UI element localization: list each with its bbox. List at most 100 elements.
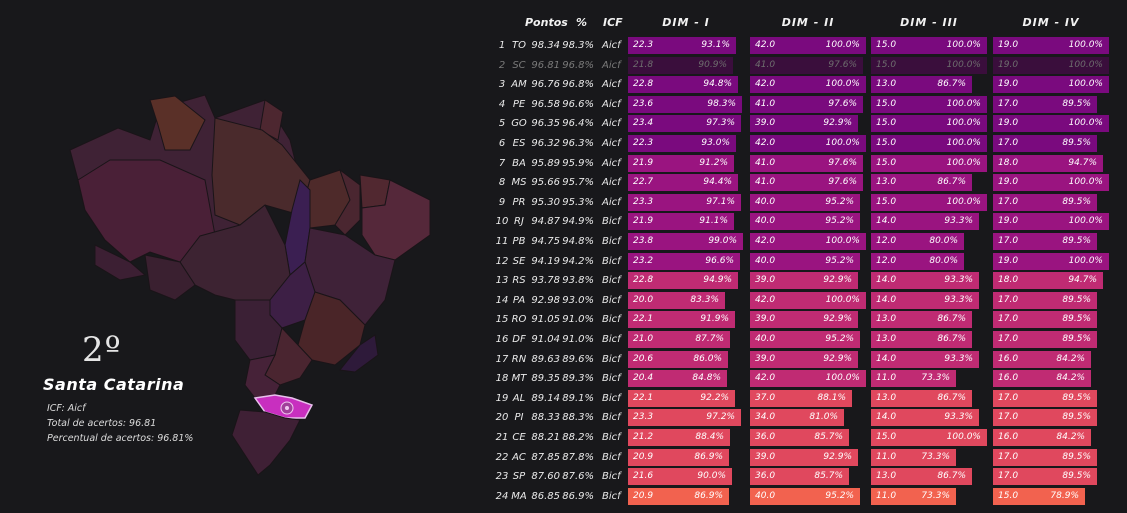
dim-bar-3[interactable]: 15.0 100.0% xyxy=(871,429,987,446)
dim-bar-3[interactable]: 13.0 86.7% xyxy=(871,468,972,486)
dim-bar-2[interactable]: 42.0 100.0% xyxy=(750,291,866,309)
dim-bar-2[interactable]: 42.0 100.0% xyxy=(750,233,866,250)
state-ro[interactable] xyxy=(144,254,196,301)
dim-bar-2[interactable]: 42.0 100.0% xyxy=(750,37,866,54)
dim-bar-4[interactable]: 17.0 89.5% xyxy=(993,468,1097,486)
dim-bar-3[interactable]: 13.0 86.7% xyxy=(871,311,972,329)
dim-bar-4[interactable]: 19.0 100.0% xyxy=(993,115,1109,133)
dim-bar-2[interactable]: 39.0 92.9% xyxy=(750,311,858,329)
dim-bar-2[interactable]: 40.0 95.2% xyxy=(750,487,860,505)
dim-bar-3[interactable]: 15.0 100.0% xyxy=(871,154,987,172)
dim-bar-4[interactable]: 19.0 100.0% xyxy=(993,37,1109,54)
dim-bar-1[interactable]: 20.9 86.9% xyxy=(628,448,729,466)
table-row[interactable]: 11 PB 94.75 94.8% Bicf 23.8 99.0% 42.0 100.0% 12.… xyxy=(490,232,1127,251)
dim-bar-4[interactable]: 19.0 100.0% xyxy=(993,174,1109,192)
dim-bar-2[interactable]: 41.0 97.6% xyxy=(750,154,863,172)
dim-bar-2[interactable]: 39.0 92.9% xyxy=(750,115,858,133)
dim-bar-4[interactable]: 19.0 100.0% xyxy=(993,56,1109,74)
dim-bar-1[interactable]: 23.2 96.6% xyxy=(628,252,740,270)
dim-bar-1[interactable]: 21.9 91.1% xyxy=(628,213,734,231)
table-row[interactable]: 15 RO 91.05 91.0% Bicf 22.1 91.9% 39.0 92.9% 13.0… xyxy=(490,310,1127,329)
table-row[interactable]: 18 MT 89.35 89.3% Bicf 20.4 84.8% 42.0 100.0% 11.… xyxy=(490,369,1127,388)
dim-bar-4[interactable]: 19.0 100.0% xyxy=(993,252,1109,270)
dim-bar-1[interactable]: 22.8 94.9% xyxy=(628,272,738,290)
dim-bar-1[interactable]: 21.0 87.7% xyxy=(628,331,730,348)
dim-bar-1[interactable]: 22.1 91.9% xyxy=(628,311,735,329)
dim-bar-2[interactable]: 42.0 100.0% xyxy=(750,76,866,94)
dim-bar-1[interactable]: 22.8 94.8% xyxy=(628,76,738,94)
dim-bar-4[interactable]: 18.0 94.7% xyxy=(993,154,1103,172)
dim-bar-1[interactable]: 20.6 86.0% xyxy=(628,350,728,368)
dim-bar-3[interactable]: 13.0 86.7% xyxy=(871,76,972,94)
dim-bar-3[interactable]: 15.0 100.0% xyxy=(871,193,987,211)
dim-bar-4[interactable]: 17.0 89.5% xyxy=(993,311,1097,329)
state-ac[interactable] xyxy=(94,244,147,281)
dim-bar-1[interactable]: 22.1 92.2% xyxy=(628,389,735,407)
dim-bar-3[interactable]: 14.0 93.3% xyxy=(871,409,979,427)
dim-bar-1[interactable]: 20.4 84.8% xyxy=(628,370,727,388)
table-row[interactable]: 24 MA 86.85 86.9% Bicf 20.9 86.9% 40.0 95.2% 11.0… xyxy=(490,487,1127,506)
state-rr[interactable] xyxy=(149,95,206,151)
dim-bar-2[interactable]: 40.0 95.2% xyxy=(750,193,860,211)
brazil-map[interactable] xyxy=(0,0,490,513)
dim-bar-3[interactable]: 14.0 93.3% xyxy=(871,272,979,290)
table-row[interactable]: 12 SE 94.19 94.2% Bicf 23.2 96.6% 40.0 95.2% 12.0… xyxy=(490,252,1127,271)
dim-bar-3[interactable]: 13.0 86.7% xyxy=(871,331,972,348)
table-row[interactable]: 1 TO 98.34 98.3% Aicf 22.3 93.1% 42.0 100.0% 15.0… xyxy=(490,36,1127,55)
dim-bar-4[interactable]: 16.0 84.2% xyxy=(993,370,1091,388)
dim-bar-1[interactable]: 23.4 97.3% xyxy=(628,115,741,133)
dim-bar-4[interactable]: 17.0 89.5% xyxy=(993,95,1097,113)
dim-bar-2[interactable]: 34.0 81.0% xyxy=(750,409,844,427)
state-ap[interactable] xyxy=(259,99,284,141)
table-row[interactable]: 9 PR 95.30 95.3% Aicf 23.3 97.1% 40.0 95.2% 15.0 1… xyxy=(490,193,1127,212)
table-row[interactable]: 3 AM 96.76 96.8% Aicf 22.8 94.8% 42.0 100.0% 13.0… xyxy=(490,75,1127,94)
dim-bar-1[interactable]: 21.8 90.9% xyxy=(628,56,733,74)
table-row[interactable]: 23 SP 87.60 87.6% Bicf 21.6 90.0% 36.0 85.7% 13.0… xyxy=(490,467,1127,486)
dim-bar-3[interactable]: 12.0 80.0% xyxy=(871,252,964,270)
dim-bar-3[interactable]: 12.0 80.0% xyxy=(871,233,964,250)
dim-bar-3[interactable]: 15.0 100.0% xyxy=(871,115,987,133)
table-row[interactable]: 6 ES 96.32 96.3% Aicf 22.3 93.0% 42.0 100.0% 15.0… xyxy=(490,134,1127,153)
dim-bar-2[interactable]: 39.0 92.9% xyxy=(750,350,858,368)
table-row[interactable]: 8 MS 95.66 95.7% Aicf 22.7 94.4% 41.0 97.6% 13.0 8… xyxy=(490,173,1127,192)
dim-bar-4[interactable]: 17.0 89.5% xyxy=(993,448,1097,466)
dim-bar-2[interactable]: 39.0 92.9% xyxy=(750,272,858,290)
dim-bar-1[interactable]: 21.6 90.0% xyxy=(628,468,732,486)
state-pa[interactable] xyxy=(211,117,311,226)
dim-bar-4[interactable]: 17.0 89.5% xyxy=(993,291,1097,309)
dim-bar-4[interactable]: 17.0 89.5% xyxy=(993,233,1097,250)
dim-bar-3[interactable]: 14.0 93.3% xyxy=(871,213,979,231)
dim-bar-4[interactable]: 16.0 84.2% xyxy=(993,429,1091,446)
dim-bar-3[interactable]: 15.0 100.0% xyxy=(871,37,987,54)
dim-bar-2[interactable]: 36.0 85.7% xyxy=(750,429,849,446)
dim-bar-1[interactable]: 20.9 86.9% xyxy=(628,487,729,505)
dim-bar-2[interactable]: 41.0 97.6% xyxy=(750,174,863,192)
table-row[interactable]: 14 PA 92.98 93.0% Bicf 20.0 83.3% 42.0 100.0% 14.… xyxy=(490,291,1127,310)
dim-bar-3[interactable]: 11.0 73.3% xyxy=(871,370,956,388)
table-row[interactable]: 13 RS 93.78 93.8% Bicf 22.8 94.9% 39.0 92.9% 14.0… xyxy=(490,271,1127,290)
dim-bar-2[interactable]: 37.0 88.1% xyxy=(750,389,852,407)
dim-bar-3[interactable]: 11.0 73.3% xyxy=(871,448,956,466)
dim-bar-2[interactable]: 40.0 95.2% xyxy=(750,331,860,348)
table-row[interactable]: 22 AC 87.85 87.8% Bicf 20.9 86.9% 39.0 92.9% 11.0… xyxy=(490,448,1127,467)
dim-bar-4[interactable]: 17.0 89.5% xyxy=(993,389,1097,407)
dim-bar-2[interactable]: 42.0 100.0% xyxy=(750,135,866,152)
table-row[interactable]: 21 CE 88.21 88.2% Bicf 21.2 88.4% 36.0 85.7% 15.0… xyxy=(490,428,1127,447)
dim-bar-2[interactable]: 42.0 100.0% xyxy=(750,370,866,388)
dim-bar-3[interactable]: 15.0 100.0% xyxy=(871,95,987,113)
dim-bar-1[interactable]: 23.6 98.3% xyxy=(628,95,742,113)
dim-bar-2[interactable]: 36.0 85.7% xyxy=(750,468,849,486)
dim-bar-4[interactable]: 17.0 89.5% xyxy=(993,135,1097,152)
table-row[interactable]: 19 AL 89.14 89.1% Bicf 22.1 92.2% 37.0 88.1% 13.0… xyxy=(490,389,1127,408)
dim-bar-1[interactable]: 22.7 94.4% xyxy=(628,174,738,192)
dim-bar-1[interactable]: 21.9 91.2% xyxy=(628,154,734,172)
dim-bar-2[interactable]: 40.0 95.2% xyxy=(750,252,860,270)
dim-bar-3[interactable]: 15.0 100.0% xyxy=(871,135,987,152)
dim-bar-4[interactable]: 19.0 100.0% xyxy=(993,76,1109,94)
dim-bar-1[interactable]: 23.8 99.0% xyxy=(628,233,743,250)
dim-bar-1[interactable]: 22.3 93.1% xyxy=(628,37,736,54)
dim-bar-1[interactable]: 23.3 97.1% xyxy=(628,193,741,211)
state-es-rj[interactable] xyxy=(339,334,379,373)
dim-bar-3[interactable]: 14.0 93.3% xyxy=(871,350,979,368)
dim-bar-1[interactable]: 20.0 83.3% xyxy=(628,291,725,309)
